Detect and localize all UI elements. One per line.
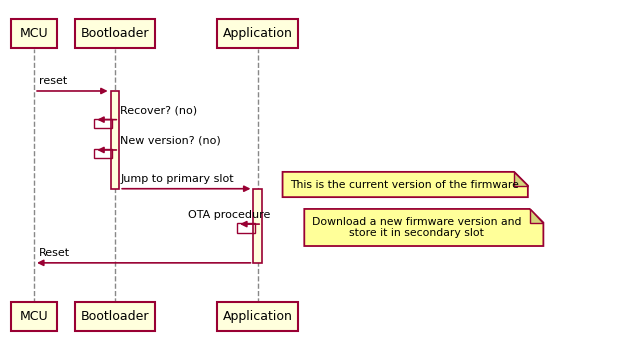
Polygon shape	[514, 172, 528, 186]
Text: Download a new firmware version and
store it in secondary slot: Download a new firmware version and stor…	[312, 217, 521, 238]
Text: reset: reset	[39, 76, 66, 86]
Text: Application: Application	[223, 27, 292, 40]
Text: Recover? (no): Recover? (no)	[120, 105, 197, 115]
Text: Bootloader: Bootloader	[81, 310, 149, 323]
Text: New version? (no): New version? (no)	[120, 135, 221, 146]
FancyBboxPatch shape	[217, 303, 298, 331]
FancyBboxPatch shape	[253, 189, 262, 263]
Polygon shape	[304, 209, 543, 246]
Polygon shape	[530, 209, 543, 223]
Text: MCU: MCU	[20, 27, 48, 40]
Text: This is the current version of the firmware: This is the current version of the firmw…	[290, 180, 519, 189]
Text: Application: Application	[223, 310, 292, 323]
Text: Jump to primary slot: Jump to primary slot	[120, 174, 234, 184]
FancyBboxPatch shape	[11, 303, 57, 331]
FancyBboxPatch shape	[75, 303, 155, 331]
FancyBboxPatch shape	[217, 19, 298, 48]
Text: OTA procedure: OTA procedure	[188, 210, 270, 220]
Text: MCU: MCU	[20, 310, 48, 323]
FancyBboxPatch shape	[75, 19, 155, 48]
Text: Reset: Reset	[39, 248, 70, 258]
Text: Bootloader: Bootloader	[81, 27, 149, 40]
FancyBboxPatch shape	[11, 19, 57, 48]
FancyBboxPatch shape	[111, 91, 119, 189]
Polygon shape	[283, 172, 528, 197]
